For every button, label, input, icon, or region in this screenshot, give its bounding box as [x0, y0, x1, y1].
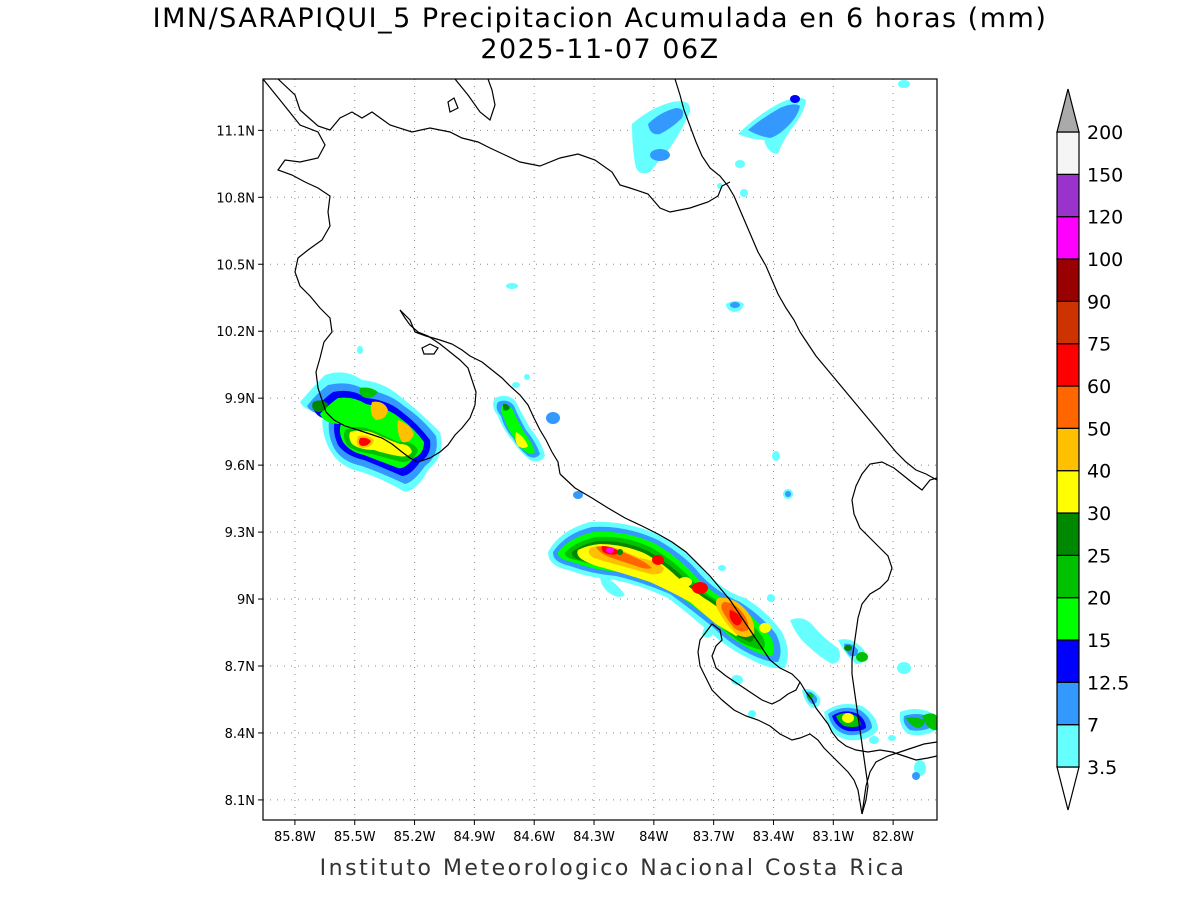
lat-tick-label: 10.5N — [216, 258, 255, 273]
golfito-coast — [799, 681, 937, 761]
plot-frame — [262, 78, 938, 821]
colorbar-swatch — [1056, 639, 1080, 683]
lon-tick-label: 83.4W — [753, 830, 795, 845]
colorbar-swatch — [1056, 470, 1080, 514]
colorbar-level-label: 20 — [1087, 588, 1111, 610]
lon-tick-label: 83.1W — [812, 830, 854, 845]
colorbar-swatch — [1056, 554, 1080, 599]
colorbar-swatch — [1056, 512, 1080, 556]
lat-tick-label: 11.1N — [216, 124, 255, 139]
colorbar-swatch — [1056, 216, 1080, 260]
colorbar-level-label: 25 — [1087, 545, 1111, 567]
lat-tick-label: 8.4N — [225, 727, 255, 742]
colorbar-level-label: 75 — [1087, 334, 1111, 356]
lat-tick-label: 9.6N — [225, 459, 255, 474]
colorbar-swatch — [1056, 385, 1080, 429]
colorbar-swatch — [1056, 427, 1080, 472]
colorbar-swatch — [1056, 681, 1080, 726]
colorbar-level-label: 3.5 — [1087, 757, 1117, 779]
precipitation-fields — [300, 80, 937, 780]
colorbar-level-label: 150 — [1087, 164, 1123, 186]
colorbar-swatch — [1056, 300, 1080, 345]
colorbar-level-label: 7 — [1087, 715, 1099, 737]
nicoya-peninsula-west — [325, 411, 403, 453]
colorbar-swatch — [1056, 343, 1080, 387]
panama-south-coast — [861, 741, 937, 815]
precip-cluster-central-pacific — [493, 283, 583, 499]
lon-tick-label: 83.7W — [693, 830, 735, 845]
colorbar-level-label: 12.5 — [1087, 672, 1129, 694]
colorbar-level-label: 50 — [1087, 418, 1111, 440]
lon-tick-label: 85.5W — [334, 830, 376, 845]
lon-tick-label: 85.8W — [274, 830, 316, 845]
colorbar-level-label: 120 — [1087, 207, 1123, 229]
colorbar-legend: 3.5 7 12.5 15 20 25 30 40 50 60 75 90 100 120 150 200 — [1056, 88, 1129, 811]
lon-tick-label: 82.8W — [872, 830, 914, 845]
colorbar-swatch — [1056, 724, 1080, 768]
coastlines-borders — [263, 79, 937, 815]
colorbar-level-label: 60 — [1087, 376, 1111, 398]
lon-tick-label: 84.9W — [453, 830, 495, 845]
lat-tick-label: 8.7N — [225, 660, 255, 675]
lat-tick-label: 10.2N — [216, 325, 255, 340]
panama-border — [851, 461, 937, 815]
lat-tick-label: 10.8N — [216, 191, 255, 206]
precip-band-south-pacific — [548, 521, 788, 718]
lat-tick-label: 8.1N — [225, 794, 255, 809]
lon-tick-label: 84.6W — [513, 830, 555, 845]
credit-footer: Instituto Meteorologico Nacional Costa R… — [319, 856, 907, 881]
osa-peninsula — [697, 623, 863, 815]
map-subtitle-datetime: 2025-11-07 06Z — [480, 34, 720, 65]
colorbar-swatch — [1056, 131, 1080, 175]
nicaragua-border-north — [277, 79, 731, 213]
colorbar-level-label: 40 — [1087, 461, 1111, 483]
nicoya-inner-island — [421, 343, 439, 355]
colorbar-level-label: 15 — [1087, 630, 1111, 652]
precip-cluster-north-caribbean — [357, 80, 910, 499]
lon-tick-label: 85.2W — [394, 830, 436, 845]
lon-tick-label: 84W — [639, 830, 669, 845]
nicoya-peninsula-east — [399, 309, 477, 463]
colorbar-level-label: 90 — [1087, 291, 1111, 313]
precip-cluster-nicoya — [300, 372, 442, 492]
northwest-coast — [263, 79, 333, 413]
lake-nicaragua-shore — [454, 79, 496, 122]
colorbar-level-label: 200 — [1087, 122, 1123, 144]
longitude-axis: 85.8W 85.5W 85.2W 84.9W 84.6W 84.3W 84W 83.7W 83… — [274, 820, 914, 845]
colorbar-level-label: 100 — [1087, 249, 1123, 271]
lon-tick-label: 84.3W — [573, 830, 615, 845]
lat-tick-label: 9.9N — [225, 392, 255, 407]
central-pacific-coast — [559, 473, 801, 683]
colorbar-upper-triangle — [1056, 88, 1080, 133]
colorbar-swatch — [1056, 173, 1080, 218]
colorbar-swatch — [1056, 258, 1080, 302]
latitude-axis: 11.1N 10.8N 10.5N 10.2N 9.9N 9.6N 9.3N 9N 8.7N 8.… — [216, 124, 263, 809]
lake-island — [447, 97, 459, 113]
colorbar-level-label: 30 — [1087, 503, 1111, 525]
lat-tick-label: 9.3N — [225, 526, 255, 541]
colorbar-lower-triangle — [1056, 766, 1080, 811]
lat-tick-label: 9N — [237, 593, 255, 608]
colorbar-swatch — [1056, 597, 1080, 641]
map-title: IMN/SARAPIQUI_5 Precipitacion Acumulada … — [152, 3, 1048, 34]
caribbean-coast — [674, 79, 937, 481]
